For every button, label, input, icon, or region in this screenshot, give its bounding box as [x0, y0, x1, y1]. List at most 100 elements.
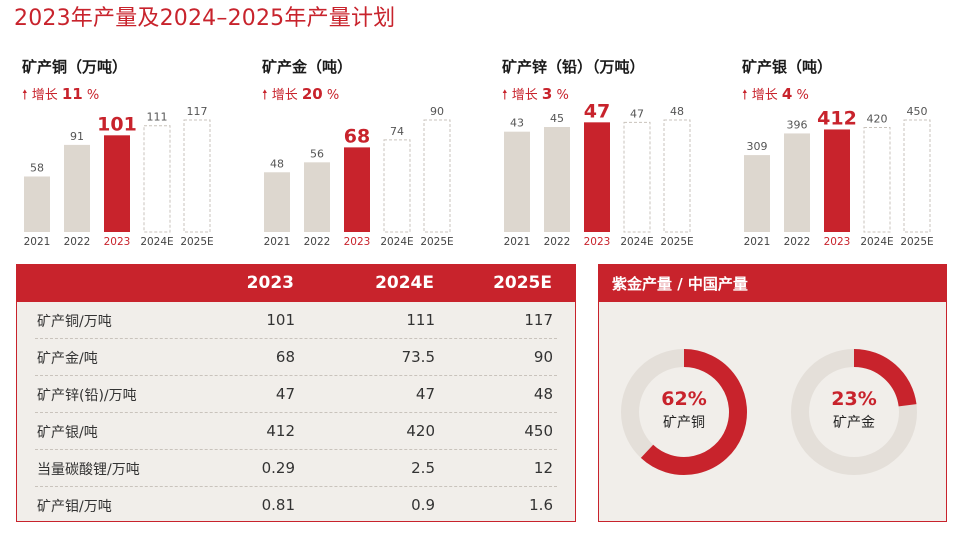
zinc-bar-chart: 43 2021 45 2022 47 2023 47 2024E 48 2025E: [504, 100, 694, 248]
growth-value: 20: [301, 85, 323, 103]
x-tick-label: 2023: [344, 236, 371, 248]
table-row: 当量碳酸锂/万吨 0.29 2.5 12: [17, 450, 575, 486]
header-2023: 2023: [246, 273, 294, 293]
chart-title: 矿产铜（万吨）: [22, 58, 128, 76]
up-arrow-icon: 🠕: [262, 88, 268, 103]
row-name: 矿产金/吨: [37, 351, 98, 367]
up-arrow-icon: 🠕: [22, 88, 28, 103]
bar-2022: [64, 144, 90, 232]
bar-value-label: 396: [787, 118, 808, 131]
bar-2025E: [663, 119, 691, 233]
x-tick-label: 2024E: [620, 236, 653, 248]
up-arrow-icon: 🠕: [502, 88, 508, 103]
growth-unit: %: [86, 88, 100, 103]
bar-2022: [544, 127, 570, 232]
growth-unit: %: [326, 88, 340, 103]
bar-2025E: [423, 119, 451, 233]
x-tick-label: 2023: [824, 236, 851, 248]
up-arrow-icon: 🠕: [742, 88, 748, 103]
table-row: 矿产铜/万吨 101 111 117: [17, 302, 575, 338]
header-2024e: 2024E: [375, 273, 434, 293]
bar-2021: [24, 176, 50, 232]
silver-bar-chart: 309 2021 396 2022 412 2023 420 2024E 450 2025E: [744, 105, 934, 248]
cell-2025e: 90: [533, 348, 553, 366]
cell-2024e: 2.5: [411, 459, 435, 477]
row-divider: [35, 449, 557, 450]
donut-percent: 23%: [831, 388, 877, 410]
cell-2024e: 420: [406, 422, 435, 440]
bar-value-label: 58: [30, 161, 44, 174]
row-name: 矿产锌(铅)/万吨: [37, 388, 137, 404]
cell-2024e: 111: [406, 311, 435, 329]
table-row: 矿产锌(铅)/万吨 47 47 48: [17, 376, 575, 412]
bar-value-label: 420: [867, 112, 888, 125]
gold-chart-panel: 矿产金（吨） 🠕 增长 20 % 48 2021 56 2022 68 2023 74 202…: [254, 56, 464, 252]
cell-2024e: 0.9: [411, 496, 435, 514]
share-header: 紫金产量 / 中国产量: [598, 264, 947, 302]
growth-indicator: 🠕 增长 3 %: [502, 84, 569, 108]
cell-2024e: 73.5: [401, 348, 435, 366]
row-name: 矿产银/吨: [37, 425, 98, 441]
share-body: 62% 矿产铜 23% 矿产金: [598, 302, 947, 522]
x-tick-label: 2021: [24, 236, 51, 248]
x-tick-label: 2023: [104, 236, 131, 248]
bar-2023: [344, 147, 370, 232]
growth-indicator: 🠕 增长 20 %: [262, 84, 339, 108]
row-divider: [35, 486, 557, 487]
copper-chart-panel: 矿产铜（万吨） 🠕 增长 11 % 58 2021 91 2022 101 2023 111…: [14, 56, 224, 252]
x-tick-label: 2025E: [180, 236, 213, 248]
bar-value-label: 43: [510, 117, 524, 130]
gold-share-label: 23% 矿产金: [809, 388, 899, 432]
row-name: 矿产铜/万吨: [37, 314, 112, 330]
cell-2025e: 48: [533, 385, 553, 403]
x-tick-label: 2022: [64, 236, 91, 248]
table-row: 矿产钼/万吨 0.81 0.9 1.6: [17, 487, 575, 523]
cell-2025e: 450: [524, 422, 553, 440]
cell-2024e: 47: [415, 385, 435, 403]
growth-prefix: 增长: [751, 88, 778, 103]
bar-value-label: 450: [907, 105, 928, 118]
x-tick-label: 2025E: [900, 236, 933, 248]
bar-2021: [264, 172, 290, 232]
row-divider: [35, 375, 557, 376]
cell-2023: 412: [266, 422, 295, 440]
donut-name: 矿产金: [833, 415, 875, 431]
bar-2021: [744, 155, 770, 232]
table-body: 矿产铜/万吨 101 111 117 矿产金/吨 68 73.5 90 矿产锌(…: [16, 302, 576, 522]
x-tick-label: 2024E: [140, 236, 173, 248]
bar-value-label: 309: [747, 140, 768, 153]
growth-value: 3: [541, 85, 553, 103]
bar-2025E: [183, 119, 211, 233]
bar-value-label: 101: [97, 113, 137, 135]
header-2025e: 2025E: [493, 273, 552, 293]
page-title: 2023年产量及2024–2025年产量计划: [14, 6, 396, 31]
growth-unit: %: [796, 88, 809, 103]
row-name: 当量碳酸锂/万吨: [37, 462, 140, 478]
row-name: 矿产钼/万吨: [37, 499, 112, 515]
bar-value-label: 45: [550, 112, 564, 125]
china-share-panel: 紫金产量 / 中国产量 62% 矿产铜 23% 矿产金: [598, 264, 947, 522]
donut-slice-copper: [640, 349, 747, 475]
x-tick-label: 2022: [784, 236, 811, 248]
x-tick-label: 2025E: [420, 236, 453, 248]
cell-2025e: 117: [524, 311, 553, 329]
cell-2025e: 1.6: [529, 496, 553, 514]
cell-2025e: 12: [533, 459, 553, 477]
chart-title: 矿产金（吨）: [262, 58, 353, 76]
x-tick-label: 2021: [264, 236, 291, 248]
copper-share-label: 62% 矿产铜: [639, 388, 729, 432]
bar-value-label: 47: [584, 100, 610, 122]
donut-slice-gold: [853, 349, 917, 407]
growth-prefix: 增长: [511, 88, 538, 103]
bar-value-label: 47: [630, 107, 644, 120]
cell-2023: 47: [275, 385, 295, 403]
growth-indicator: 🠕 增长 11 %: [22, 84, 99, 108]
cell-2023: 68: [275, 348, 295, 366]
bar-value-label: 111: [147, 111, 168, 124]
donut-percent: 62%: [661, 388, 707, 410]
bar-2023: [104, 135, 130, 232]
row-divider: [35, 412, 557, 413]
x-tick-label: 2023: [584, 236, 611, 248]
chart-title: 矿产银（吨）: [742, 58, 833, 76]
bar-2024E: [623, 121, 651, 233]
